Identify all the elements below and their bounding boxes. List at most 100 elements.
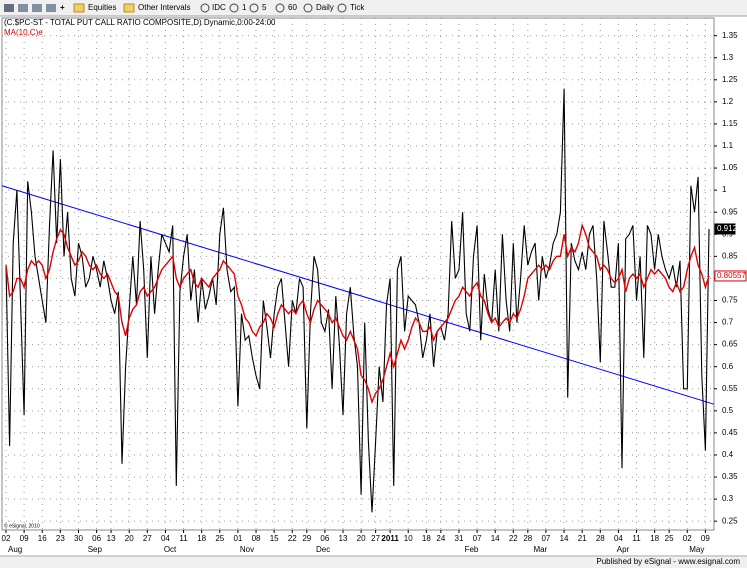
icon[interactable] — [249, 3, 259, 13]
x-tick-label: 09 — [20, 534, 29, 543]
marks — [1, 88, 715, 513]
icon[interactable] — [4, 4, 14, 12]
grid — [2, 18, 714, 530]
x-tick-label: 16 — [38, 534, 47, 543]
y-tick-label: 0.6 — [722, 362, 734, 371]
x-tick-label: 13 — [339, 534, 348, 543]
y-tick-label: 0.65 — [722, 340, 738, 349]
y-tick-label: 1.1 — [722, 141, 734, 150]
x-tick-label: 02 — [2, 534, 11, 543]
toolbar-item[interactable]: Other Intervals — [138, 3, 190, 12]
x-tick-label: 27 — [371, 534, 380, 543]
month-label: Sep — [88, 545, 103, 554]
month-label: Dec — [316, 545, 330, 554]
x-tick-label: 14 — [491, 534, 500, 543]
icon[interactable] — [200, 3, 210, 13]
y-tick-label: 0.75 — [722, 296, 738, 305]
series-line — [5, 223, 710, 405]
toolbar — [0, 0, 747, 16]
add-icon[interactable]: + — [60, 3, 65, 12]
y-tick-label: 1.3 — [722, 53, 734, 62]
x-tick-label: 04 — [161, 534, 170, 543]
x-tick-label: 28 — [523, 534, 532, 543]
icon[interactable] — [46, 4, 56, 12]
y-tick-label: 0.85 — [722, 251, 738, 260]
icon[interactable] — [275, 3, 285, 13]
x-tick-label: 18 — [422, 534, 431, 543]
y-tick-label: 1.25 — [722, 75, 738, 84]
x-tick-label: 01 — [233, 534, 242, 543]
toolbar-item[interactable]: 1 — [242, 3, 247, 12]
month-label: Feb — [465, 545, 479, 554]
x-tick-label: 10 — [404, 534, 413, 543]
y-tick-label: 1 — [722, 185, 727, 194]
y-tick-label: 0.5 — [722, 406, 734, 415]
y-tick-label: 0.45 — [722, 428, 738, 437]
last-value-label: 0.80557 — [717, 271, 746, 280]
last-value-label: 0.912 — [717, 224, 738, 233]
x-tick-label: 29 — [302, 534, 311, 543]
x-tick-label: 02 — [683, 534, 692, 543]
series-line — [5, 88, 710, 513]
toolbar-item[interactable]: Equities — [88, 3, 116, 12]
x-tick-label: 30 — [74, 534, 83, 543]
x-tick-label: 20 — [125, 534, 134, 543]
x-tick-label: 18 — [650, 534, 659, 543]
legend-entry: MA(10,C)e — [4, 28, 43, 37]
icon[interactable] — [303, 3, 313, 13]
last-value-box — [714, 223, 736, 235]
x-tick-label: 14 — [560, 534, 569, 543]
x-tick-label: 07 — [473, 534, 482, 543]
trend-line — [1, 185, 715, 405]
y-tick-label: 1.2 — [722, 97, 734, 106]
x-tick-label: 18 — [197, 534, 206, 543]
y-tick-label: 1.15 — [722, 119, 738, 128]
x-tick-label: 27 — [143, 534, 152, 543]
x-tick-label: 15 — [270, 534, 279, 543]
x-tick-label: 25 — [215, 534, 224, 543]
toolbar-item[interactable]: 60 — [288, 3, 297, 12]
x-tick-label: 06 — [320, 534, 329, 543]
x-tick-label: 24 — [436, 534, 445, 543]
icon[interactable] — [18, 4, 28, 12]
y-tick-label: 0.95 — [722, 207, 738, 216]
y-tick-label: 0.4 — [722, 450, 734, 459]
x-tick-label: 28 — [596, 534, 605, 543]
footer-bar — [0, 557, 747, 568]
y-tick-label: 0.35 — [722, 472, 738, 481]
icon[interactable] — [337, 3, 347, 13]
x-tick-label: 20 — [357, 534, 366, 543]
x-tick-label: 22 — [288, 534, 297, 543]
toolbar-item[interactable]: IDC — [212, 3, 226, 12]
folder-icon[interactable] — [73, 3, 85, 13]
y-tick-label: 0.3 — [722, 494, 734, 503]
x-tick-label: 21 — [578, 534, 587, 543]
x-tick-label: 07 — [541, 534, 550, 543]
icon[interactable] — [229, 3, 239, 13]
toolbar-item[interactable]: Daily — [316, 3, 334, 12]
x-tick-label: 2011 — [381, 534, 399, 543]
month-label: Apr — [617, 545, 630, 554]
month-label: Mar — [533, 545, 547, 554]
x-tick-label: 25 — [665, 534, 674, 543]
toolbar-item[interactable]: Tick — [350, 3, 365, 12]
x-tick-label: 11 — [632, 534, 641, 543]
y-tick-label: 0.55 — [722, 384, 738, 393]
y-tick-label: 1.05 — [722, 163, 738, 172]
folder-icon[interactable] — [123, 3, 135, 13]
month-label: Aug — [8, 545, 22, 554]
toolbar-item[interactable]: 5 — [262, 3, 267, 12]
x-tick-label: 23 — [56, 534, 65, 543]
last-value-box — [714, 270, 747, 282]
x-tick-label: 04 — [614, 534, 623, 543]
icon[interactable] — [32, 4, 42, 12]
toolbar-items: + Equities Other Intervals IDC 1 5 60 Da… — [4, 3, 365, 13]
plot-area — [1, 17, 715, 531]
copyright: © eSignal, 2010 — [4, 522, 40, 529]
month-label: Oct — [164, 545, 177, 554]
x-tick-label: 06 — [92, 534, 101, 543]
chart-title: (C.$PC-ST - TOTAL PUT CALL RATIO COMPOSI… — [4, 18, 276, 27]
month-label: May — [689, 545, 704, 554]
x-tick-label: 08 — [252, 534, 261, 543]
